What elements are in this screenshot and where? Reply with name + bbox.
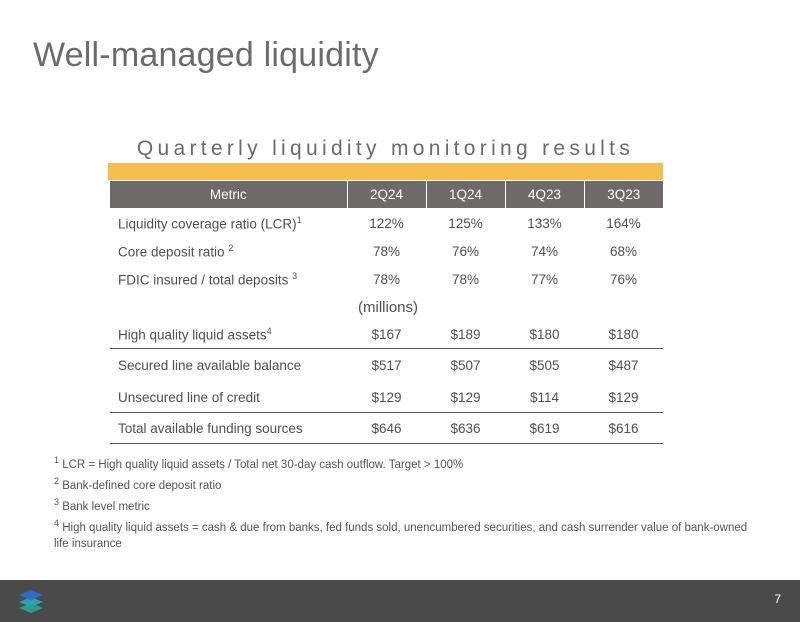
footnote-ref: 2 bbox=[228, 243, 234, 254]
cell-value: $180 bbox=[584, 320, 663, 349]
cell-value: 68% bbox=[609, 244, 638, 259]
units-row: (millions) bbox=[110, 294, 663, 320]
cell-value: 122% bbox=[369, 215, 404, 231]
cell-value: 76% bbox=[609, 272, 638, 287]
layered-stack-logo-icon bbox=[19, 590, 43, 613]
page-title: Well-managed liquidity bbox=[33, 36, 379, 74]
footer-bar bbox=[0, 580, 800, 622]
cell-value: $180 bbox=[505, 320, 584, 349]
cell-value: $505 bbox=[529, 358, 560, 373]
row-label: FDIC insured / total deposits 3 bbox=[118, 271, 298, 288]
footnote-2: 2 Bank-defined core deposit ratio bbox=[54, 476, 222, 492]
cell-value: $646 bbox=[347, 412, 426, 444]
cell-value: $487 bbox=[608, 358, 639, 373]
cell-value: 78% bbox=[372, 272, 401, 287]
table-row: Secured line available balance $517 $507… bbox=[110, 349, 663, 383]
cell-value: $129 bbox=[426, 382, 505, 413]
table-row: FDIC insured / total deposits 3 78% 78% … bbox=[110, 265, 663, 294]
header-3q23: 3Q23 bbox=[584, 181, 663, 208]
table-row: Core deposit ratio 2 78% 76% 74% 68% bbox=[110, 238, 663, 265]
row-label: Liquidity coverage ratio (LCR)1 bbox=[118, 214, 302, 232]
row-label: Core deposit ratio 2 bbox=[118, 243, 234, 260]
table-header-row: Metric 2Q24 1Q24 4Q23 3Q23 bbox=[110, 181, 663, 208]
section-title: Quarterly liquidity monitoring results bbox=[136, 137, 635, 160]
header-2q24: 2Q24 bbox=[347, 181, 427, 208]
footnote-4: 4 High quality liquid assets = cash & du… bbox=[54, 518, 748, 551]
cell-value: 164% bbox=[606, 215, 641, 231]
cell-value: 133% bbox=[527, 215, 562, 231]
footnote-ref: 1 bbox=[296, 214, 302, 225]
header-metric: Metric bbox=[110, 181, 348, 208]
cell-value: $517 bbox=[371, 358, 402, 373]
cell-value: $129 bbox=[347, 382, 426, 413]
liquidity-table: Metric 2Q24 1Q24 4Q23 3Q23 Liquidity cov… bbox=[110, 181, 663, 444]
cell-value: 76% bbox=[451, 244, 480, 259]
footnotes: 1 LCR = High quality liquid assets / Tot… bbox=[54, 452, 754, 552]
header-4q23: 4Q23 bbox=[505, 181, 585, 208]
row-label: Total available funding sources bbox=[110, 412, 347, 444]
cell-value: $636 bbox=[426, 412, 505, 444]
cell-value: $619 bbox=[505, 412, 584, 444]
cell-value: 78% bbox=[451, 272, 480, 287]
table-row: Liquidity coverage ratio (LCR)1 122% 125… bbox=[110, 208, 663, 238]
row-label: Secured line available balance bbox=[118, 358, 302, 373]
cell-value: $189 bbox=[426, 320, 505, 349]
cell-value: $129 bbox=[584, 382, 663, 413]
units-label: (millions) bbox=[358, 298, 418, 316]
header-1q24: 1Q24 bbox=[426, 181, 506, 208]
cell-value: 77% bbox=[530, 272, 559, 287]
cell-value: 125% bbox=[448, 215, 483, 231]
cell-value: $114 bbox=[505, 382, 584, 413]
cell-value: $507 bbox=[450, 358, 481, 373]
total-row: Total available funding sources $646 $63… bbox=[110, 412, 663, 444]
accent-bar bbox=[108, 163, 663, 180]
table-row: Unsecured line of credit $129 $129 $114 … bbox=[110, 382, 663, 413]
cell-value: 74% bbox=[530, 244, 559, 259]
footnote-ref: 4 bbox=[266, 325, 272, 336]
cell-value: 78% bbox=[372, 244, 401, 259]
cell-value: $616 bbox=[584, 412, 663, 444]
page-number: 7 bbox=[774, 592, 781, 606]
cell-value: $167 bbox=[347, 320, 426, 349]
row-label: High quality liquid assets4 bbox=[110, 320, 347, 349]
footnote-ref: 3 bbox=[292, 271, 298, 282]
footnote-3: 3 Bank level metric bbox=[54, 497, 150, 513]
table-row: High quality liquid assets4 $167 $189 $1… bbox=[110, 320, 663, 349]
row-label: Unsecured line of credit bbox=[110, 382, 347, 413]
footnote-1: 1 LCR = High quality liquid assets / Tot… bbox=[54, 455, 464, 471]
